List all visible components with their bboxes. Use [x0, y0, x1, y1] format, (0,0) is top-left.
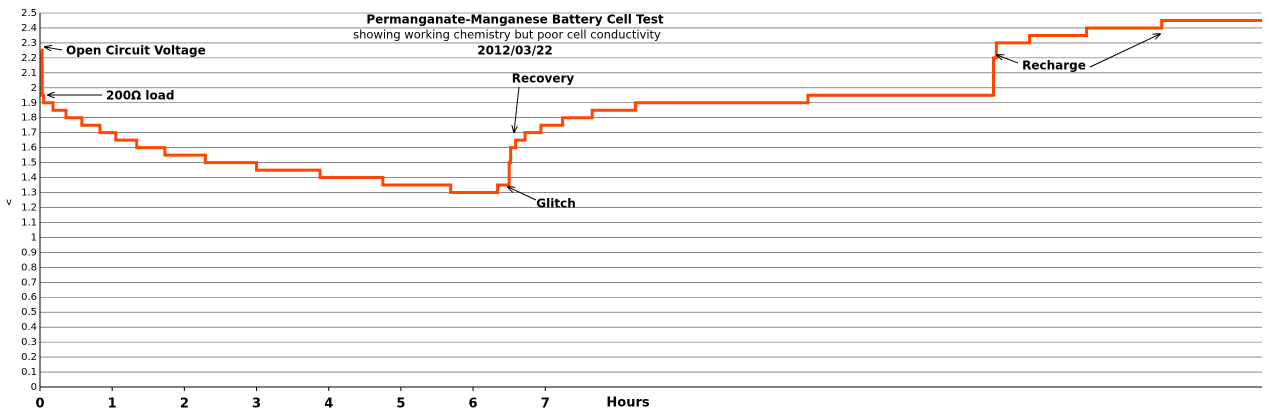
y-tick-label: 0.9 — [21, 247, 37, 258]
y-tick-label: 2.2 — [21, 53, 37, 64]
chart-date: 2012/03/22 — [477, 44, 553, 58]
x-tick-label: 7 — [541, 397, 550, 412]
y-tick-label: 0.2 — [21, 352, 37, 363]
y-tick-label: 2.1 — [21, 68, 37, 79]
annotation-arrow — [1089, 34, 1160, 68]
x-tick-label: 5 — [396, 397, 405, 412]
y-axis-label: v — [6, 197, 12, 208]
x-tick-label: 6 — [469, 397, 478, 412]
y-tick-label: 0.4 — [21, 322, 37, 333]
annotation-arrow — [508, 187, 537, 201]
x-tick-label: 4 — [324, 397, 333, 412]
annotation: Recharge — [1022, 59, 1086, 73]
annotation-arrow — [997, 55, 1019, 64]
annotation: Open Circuit Voltage — [66, 44, 206, 58]
y-tick-label: 2.3 — [21, 38, 37, 49]
y-tick-label: 2.4 — [21, 23, 37, 34]
y-tick-label: 0.7 — [21, 277, 37, 288]
x-tick-label: 1 — [108, 397, 117, 412]
y-tick-label: 1.1 — [21, 217, 37, 228]
annotation-arrow — [45, 47, 63, 50]
y-tick-label: 0.1 — [21, 367, 37, 378]
x-tick-label: 0 — [35, 397, 44, 412]
y-tick-label: 2 — [31, 83, 37, 94]
y-tick-label: 1.9 — [21, 98, 37, 109]
y-tick-label: 1.3 — [21, 188, 37, 199]
y-tick-label: 0.3 — [21, 337, 37, 348]
y-tick-label: 1.5 — [21, 158, 37, 169]
annotation-arrow — [514, 86, 520, 132]
annotation: Glitch — [536, 197, 575, 211]
y-tick-label: 1.7 — [21, 128, 37, 139]
y-tick-label: 0.8 — [21, 262, 37, 273]
y-tick-label: 0.5 — [21, 307, 37, 318]
x-axis-label: Hours — [606, 396, 649, 411]
x-tick-label: 2 — [180, 397, 189, 412]
y-tick-label: 1.8 — [21, 113, 37, 124]
y-tick-label: 1 — [31, 232, 37, 243]
y-tick-label: 2.5 — [21, 8, 37, 19]
data-line — [40, 18, 1262, 195]
y-tick-label: 1.2 — [21, 202, 37, 213]
chart-title: Permanganate-Manganese Battery Cell Test — [366, 13, 664, 27]
chart-subtitle: showing working chemistry but poor cell … — [353, 28, 661, 42]
y-tick-label: 0 — [31, 382, 37, 393]
annotation: 200Ω load — [106, 89, 174, 103]
y-tick-label: 1.6 — [21, 143, 37, 154]
x-tick-label: 3 — [252, 397, 261, 412]
y-tick-label: 0.6 — [21, 292, 37, 303]
annotation: Recovery — [512, 72, 575, 86]
y-tick-label: 1.4 — [21, 173, 37, 184]
